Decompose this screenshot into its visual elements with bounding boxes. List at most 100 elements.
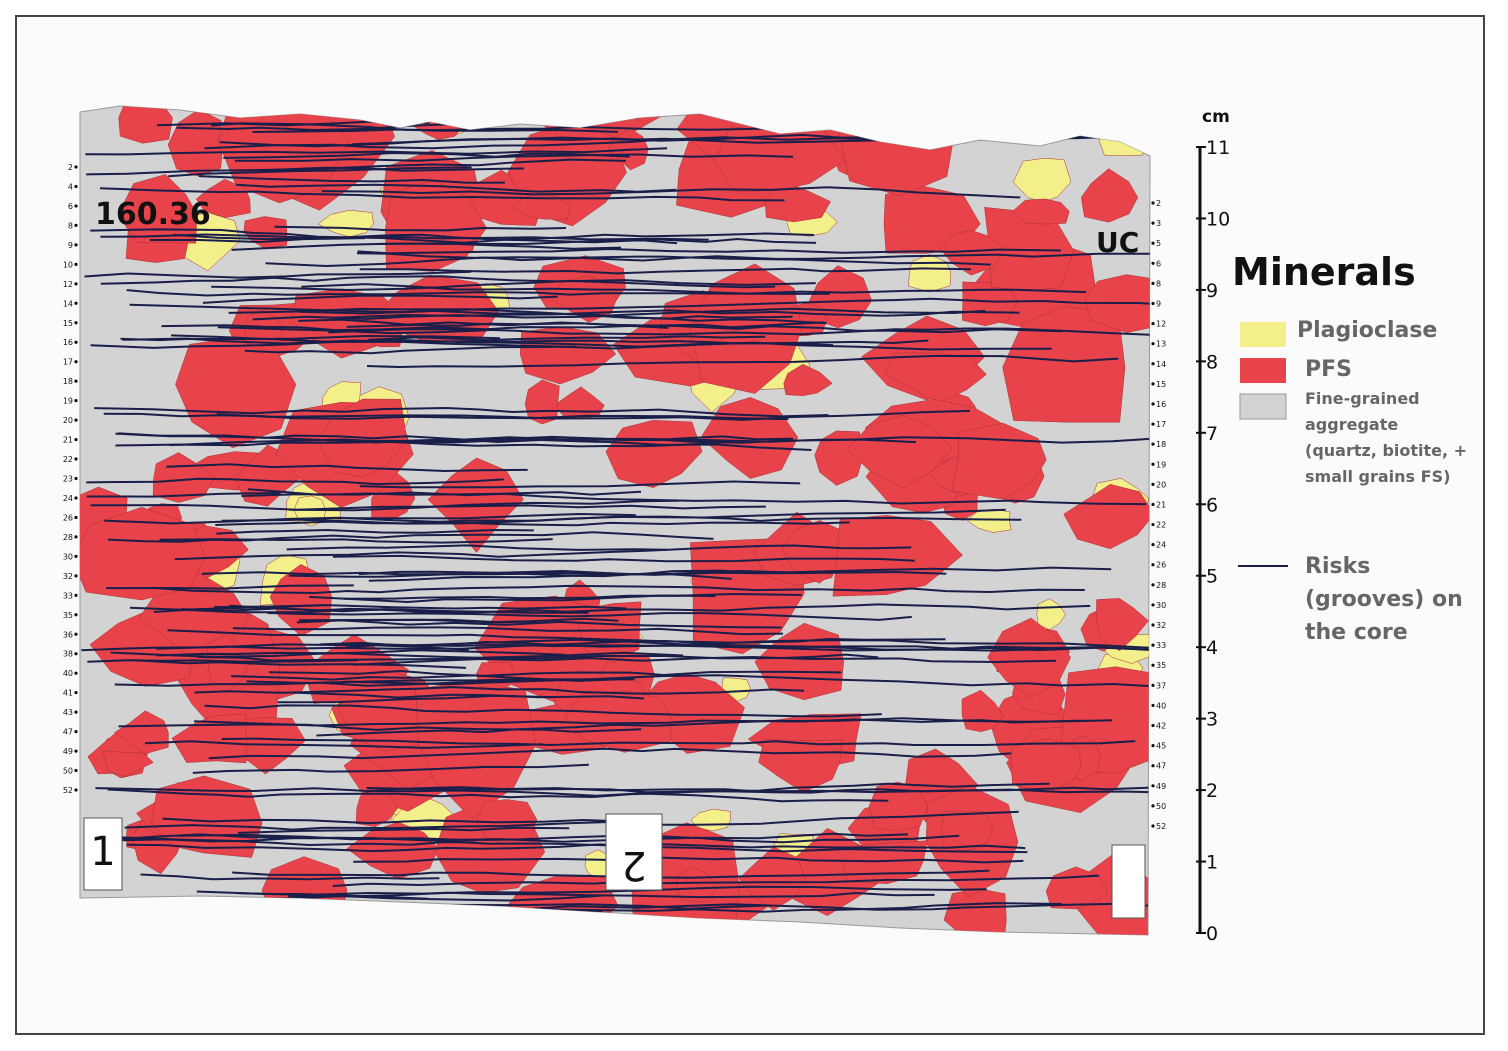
groove xyxy=(90,338,834,349)
side-dot xyxy=(74,515,78,520)
grain xyxy=(269,564,333,637)
side-mark: 8 xyxy=(1156,279,1161,288)
groove xyxy=(237,885,987,897)
groove xyxy=(129,303,793,320)
groove xyxy=(161,321,825,332)
side-dot xyxy=(74,223,78,228)
scale-label: 11 xyxy=(1206,137,1230,159)
grain xyxy=(943,888,1007,935)
groove xyxy=(107,782,1050,799)
side-mark: 6 xyxy=(68,202,73,211)
grain xyxy=(102,750,154,778)
side-dot xyxy=(1151,723,1155,728)
legend-label: PFS xyxy=(1305,357,1352,382)
piece-label: 2 xyxy=(621,842,646,888)
groove xyxy=(110,649,566,658)
side-mark: 6 xyxy=(1156,259,1161,268)
groove xyxy=(122,337,1052,351)
groove xyxy=(217,326,490,335)
grain xyxy=(809,265,872,329)
groove xyxy=(246,678,635,685)
grain xyxy=(80,506,206,601)
scale-unit: cm xyxy=(1202,107,1230,127)
groove xyxy=(216,409,970,421)
groove xyxy=(274,225,567,232)
scale-label: 1 xyxy=(1206,852,1218,874)
side-dot xyxy=(74,574,78,578)
groove xyxy=(204,704,882,718)
groove xyxy=(359,480,801,489)
groove xyxy=(298,617,619,624)
legend-label: Plagioclase xyxy=(1297,318,1438,343)
side-mark: 15 xyxy=(63,319,73,328)
grain xyxy=(512,193,571,220)
side-dot xyxy=(74,729,78,734)
side-mark: 40 xyxy=(1156,701,1166,710)
side-mark: 38 xyxy=(63,650,73,659)
groove xyxy=(192,763,589,774)
groove xyxy=(196,651,684,662)
side-dot xyxy=(74,613,78,617)
groove xyxy=(298,318,1062,334)
side-mark: 18 xyxy=(1156,440,1166,449)
side-dot xyxy=(1151,623,1155,627)
side-dot xyxy=(1151,422,1155,426)
side-mark: 30 xyxy=(63,552,73,561)
groove xyxy=(268,669,842,677)
groove xyxy=(115,432,812,451)
side-dot xyxy=(74,184,78,189)
grain xyxy=(415,680,537,819)
grain xyxy=(837,106,957,197)
groove xyxy=(375,242,622,250)
side-dot xyxy=(74,165,78,169)
groove xyxy=(332,874,1100,887)
groove xyxy=(277,694,555,704)
groove xyxy=(267,612,912,621)
legend-title: Minerals xyxy=(1232,250,1416,294)
groove xyxy=(111,910,428,916)
groove xyxy=(115,438,917,447)
grain xyxy=(764,184,831,223)
groove xyxy=(354,642,1150,652)
groove xyxy=(216,528,534,535)
scale-label: 7 xyxy=(1206,423,1218,445)
side-dot xyxy=(74,671,78,675)
side-dot xyxy=(1151,784,1155,788)
grain xyxy=(967,508,1012,533)
side-dot xyxy=(1151,241,1155,245)
side-dot xyxy=(1151,522,1155,527)
piece-box xyxy=(83,817,123,891)
piece-box xyxy=(605,813,663,891)
side-mark: 30 xyxy=(1156,601,1166,610)
groove xyxy=(153,584,1085,595)
groove xyxy=(321,186,1021,199)
groove xyxy=(202,294,558,304)
side-dot xyxy=(74,457,78,461)
depth-label: 160.36 xyxy=(95,197,211,232)
groove xyxy=(357,247,1061,255)
groove xyxy=(368,572,732,582)
groove xyxy=(116,836,476,847)
groove xyxy=(366,354,1119,369)
groove xyxy=(343,592,802,600)
side-mark: 21 xyxy=(1156,500,1166,509)
side-mark: 3 xyxy=(1156,219,1161,228)
groove xyxy=(221,512,636,522)
side-mark: 23 xyxy=(63,475,73,484)
side-mark: 16 xyxy=(63,338,73,347)
side-mark: 37 xyxy=(1156,681,1166,690)
side-mark: 52 xyxy=(63,786,73,795)
groove xyxy=(236,183,677,193)
side-mark: 16 xyxy=(1156,400,1166,409)
groove xyxy=(289,499,680,512)
grain xyxy=(951,423,1047,500)
groove xyxy=(177,832,908,842)
grain xyxy=(317,209,374,238)
groove xyxy=(140,873,440,881)
side-dot xyxy=(1151,281,1155,285)
groove xyxy=(116,836,1026,850)
groove xyxy=(247,488,642,496)
side-dot xyxy=(1151,764,1155,768)
